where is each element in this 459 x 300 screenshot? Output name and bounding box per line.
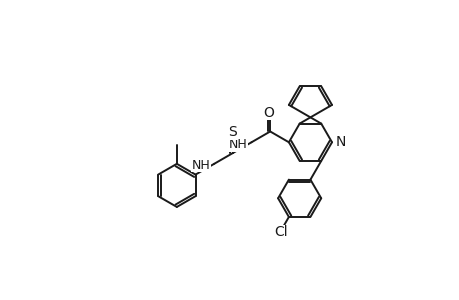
Text: NH: NH bbox=[191, 159, 210, 172]
Text: NH: NH bbox=[229, 138, 247, 151]
Text: O: O bbox=[263, 106, 274, 120]
Text: Cl: Cl bbox=[274, 226, 287, 239]
Text: S: S bbox=[228, 125, 237, 140]
Text: N: N bbox=[335, 135, 346, 149]
